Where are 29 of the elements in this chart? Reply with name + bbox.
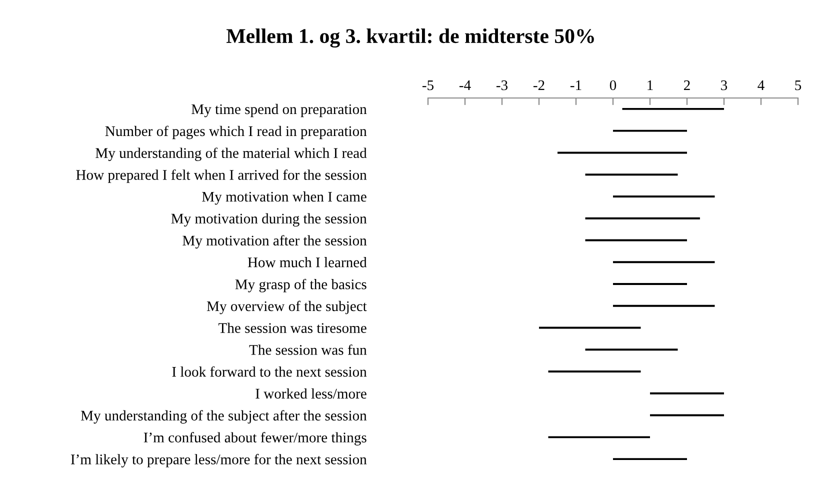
x-tick-label: -3 [496, 80, 508, 90]
x-tick-label: -2 [533, 80, 544, 90]
y-tick-label: The session was tiresome [218, 322, 366, 333]
x-tick-label: 1 [648, 80, 653, 90]
y-tick-label: My motivation during the session [171, 213, 367, 227]
x-tick-label: 3 [721, 80, 728, 90]
y-tick-label: My understanding of the subject after the session [80, 410, 367, 424]
y-tick-label: Number of pages which I read in preparation [105, 126, 367, 140]
y-tick-label: How much I learned [248, 257, 367, 268]
y-tick-label: My motivation when I came [202, 191, 366, 205]
x-tick-label: 2 [684, 80, 690, 90]
chart-title: Mellem 1. og 3. kvartil: de midterste 50% [226, 28, 594, 48]
y-tick-label: I’m likely to prepare less/more for the next session [70, 454, 367, 468]
x-tick-label: -5 [422, 80, 434, 90]
y-tick-label: How prepared I felt when I arrived for the session [76, 169, 367, 183]
y-tick-label: My overview of the subject [206, 300, 367, 314]
x-tick-label: 5 [795, 80, 802, 90]
x-tick-label: -1 [570, 80, 582, 90]
x-tick-label: -4 [459, 80, 471, 90]
y-tick-label: I look forward to the next session [172, 366, 367, 377]
y-tick-label: My understanding of the material which I read [96, 148, 367, 161]
y-tick-label: The session was fun [249, 344, 367, 355]
y-tick-label: I’m confused about fewer/more things [144, 432, 366, 446]
x-tick-label: 0 [610, 80, 616, 90]
y-tick-label: My motivation after the session [182, 235, 367, 249]
y-tick-label: I worked less/more [256, 388, 366, 399]
y-tick-label: My time spend on preparation [192, 104, 367, 118]
y-tick-label: My grasp of the basics [235, 278, 366, 292]
x-tick-label: 4 [758, 80, 764, 90]
